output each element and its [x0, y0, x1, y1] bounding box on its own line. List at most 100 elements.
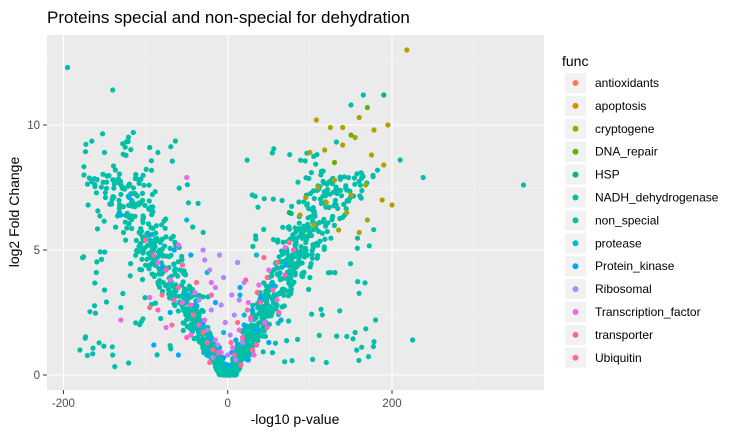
point-ubiquitin	[159, 292, 165, 298]
point-transporter	[243, 277, 249, 283]
x-axis-title: -log10 p-value	[251, 411, 340, 427]
point-non-special	[91, 303, 98, 309]
point-non-special	[309, 311, 315, 317]
point-non-special	[279, 304, 285, 310]
point-non-special	[145, 221, 152, 227]
point-non-special	[269, 273, 275, 279]
point-non-special	[162, 225, 168, 231]
data-points	[64, 47, 527, 378]
point-non-special	[159, 222, 165, 228]
point-ubiquitin	[274, 259, 280, 266]
point-ubiquitin	[169, 322, 175, 328]
point-non-special	[356, 357, 362, 363]
point-protein-kinase	[167, 309, 173, 316]
point-protein-kinase	[266, 339, 272, 346]
legend: func antioxidants apoptosis cryptogene DNA_…	[562, 53, 719, 368]
point-non-special	[111, 194, 117, 200]
point-non-special	[292, 242, 298, 248]
point-non-special	[313, 161, 319, 167]
point-non-special	[315, 242, 321, 248]
point-non-special	[142, 295, 148, 301]
point-non-special	[136, 180, 142, 186]
point-non-special	[370, 172, 376, 178]
point-ribosomal	[218, 302, 224, 308]
point-non-special	[286, 318, 292, 324]
point-ribosomal	[210, 354, 216, 361]
point-non-special	[172, 138, 178, 144]
point-non-special	[261, 226, 267, 232]
point-non-special	[324, 186, 331, 193]
point-non-special	[311, 195, 317, 202]
legend-key-transporter	[572, 331, 579, 338]
legend-item-apoptosis: apoptosis	[565, 95, 646, 116]
point-transcription-factor	[274, 297, 280, 303]
point-non-special	[354, 245, 360, 251]
point-non-special	[112, 364, 118, 370]
point-transcription-factor	[179, 299, 186, 306]
point-non-special	[133, 248, 140, 254]
point-protein-kinase	[204, 349, 210, 356]
point-non-special	[362, 280, 368, 286]
point-non-special	[348, 102, 354, 108]
axis-ticks: -200 0 200 0 5 10	[27, 120, 401, 410]
point-non-special	[324, 228, 330, 235]
legend-item-hsp: HSP	[565, 164, 620, 185]
point-non-special	[373, 317, 379, 323]
point-cryptogene	[336, 227, 342, 233]
point-non-special	[129, 199, 135, 205]
point-non-special	[337, 187, 343, 193]
point-non-special	[253, 233, 259, 239]
legend-item-non-special: non_special	[565, 210, 659, 231]
point-non-special	[87, 309, 93, 315]
point-non-special	[169, 290, 175, 296]
point-non-special	[306, 286, 312, 292]
point-cryptogene	[331, 177, 338, 183]
point-non-special	[268, 309, 275, 315]
point-transporter	[258, 299, 264, 306]
point-non-special	[157, 277, 163, 284]
legend-key-ribosomal	[572, 286, 579, 293]
point-transcription-factor	[256, 282, 262, 288]
point-protein-kinase	[184, 292, 190, 298]
point-non-special	[334, 190, 340, 197]
point-cryptogene	[368, 152, 375, 158]
point-non-special	[84, 352, 90, 359]
point-non-special	[179, 304, 186, 310]
point-non-special	[64, 64, 71, 71]
point-non-special	[125, 183, 131, 189]
point-non-special	[334, 333, 340, 339]
point-cryptogene	[348, 192, 354, 198]
point-ubiquitin	[261, 254, 267, 261]
point-non-special	[146, 198, 152, 204]
point-non-special	[147, 237, 153, 243]
point-non-special	[152, 189, 158, 195]
point-non-special	[85, 202, 91, 208]
point-protein-kinase	[233, 337, 239, 343]
point-non-special	[311, 227, 317, 233]
point-non-special	[269, 295, 276, 301]
legend-key-protein-kinase	[572, 263, 579, 270]
point-non-special	[410, 337, 416, 343]
point-transporter	[188, 302, 194, 308]
point-non-special	[118, 181, 124, 188]
point-non-special	[322, 236, 328, 242]
point-protein-kinase	[221, 354, 227, 361]
point-transporter	[151, 252, 157, 258]
point-transcription-factor	[192, 289, 198, 296]
point-non-special	[168, 236, 174, 242]
point-non-special	[319, 312, 325, 318]
point-non-special	[196, 312, 202, 318]
point-non-special	[220, 372, 226, 378]
point-protein-kinase	[188, 252, 194, 258]
point-ribosomal	[212, 284, 218, 291]
point-non-special	[118, 191, 124, 197]
point-transporter	[155, 307, 161, 313]
point-non-special	[146, 266, 152, 272]
point-non-special	[133, 171, 139, 178]
point-non-special	[310, 356, 316, 362]
point-non-special	[285, 293, 292, 299]
point-transcription-factor	[230, 344, 236, 351]
point-transcription-factor	[163, 324, 169, 331]
point-non-special	[248, 339, 254, 345]
point-ubiquitin	[286, 239, 292, 246]
